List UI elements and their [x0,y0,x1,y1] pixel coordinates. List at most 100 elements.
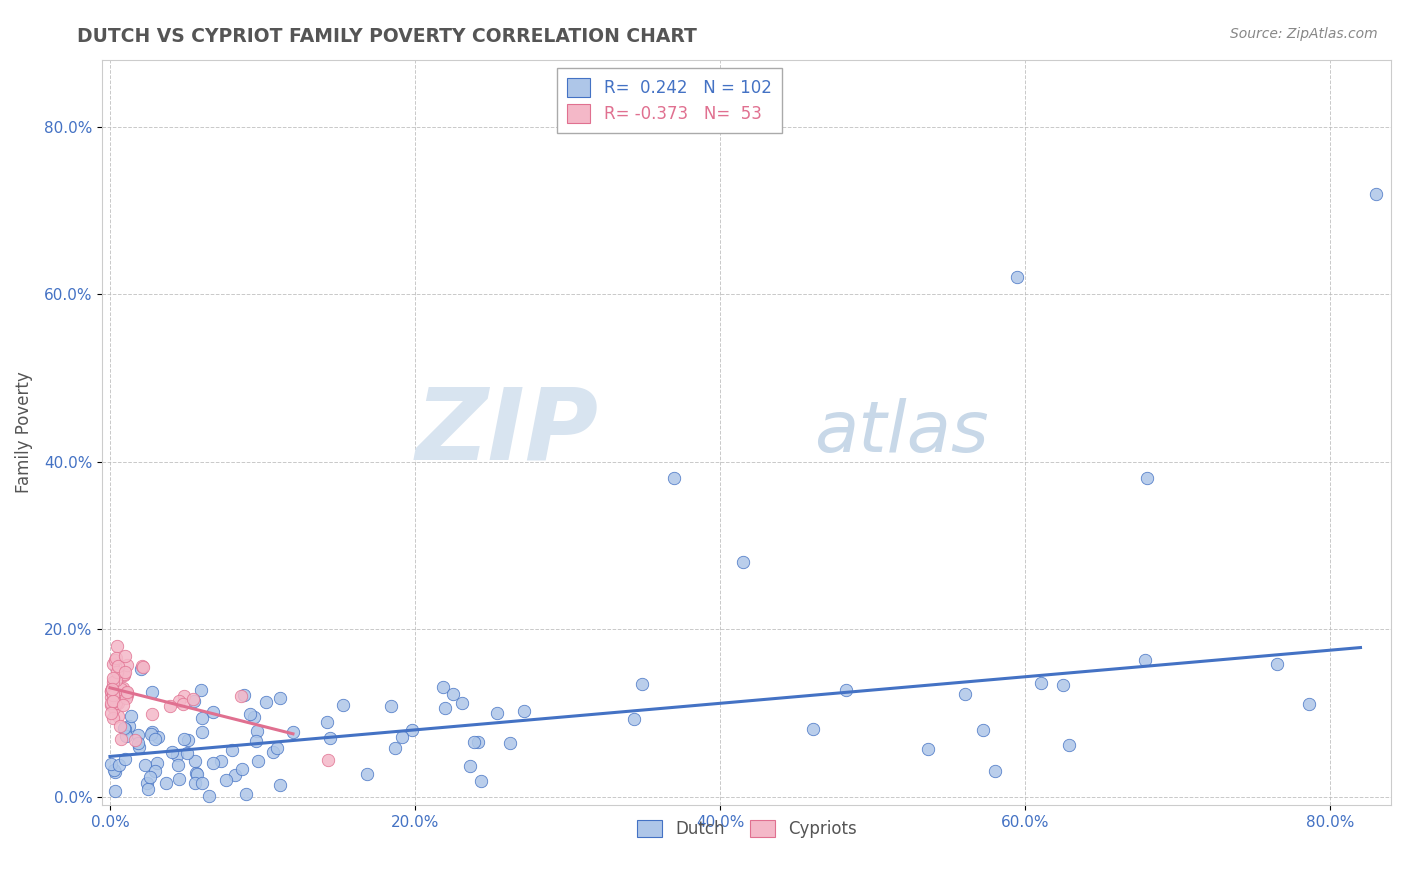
Point [731,555,754,569]
Point [172,697,194,711]
Point [356,767,378,781]
Point [1298,698,1320,712]
Point [316,753,339,767]
Point [103,784,125,798]
Point [107,697,129,711]
Point [201,756,224,770]
Point [145,732,167,747]
Point [631,676,654,690]
Point [281,725,304,739]
Point [1029,676,1052,690]
Point [917,741,939,756]
Point [202,705,225,719]
Point [104,764,127,779]
Point [101,711,124,725]
Text: ZIP: ZIP [415,384,599,481]
Point [128,740,150,755]
Point [105,650,128,665]
Point [458,759,481,773]
Point [224,768,246,782]
Point [111,698,134,712]
Point [1057,738,1080,752]
Point [801,722,824,736]
Point [101,687,124,701]
Point [513,704,536,718]
Point [266,741,288,756]
Point [114,723,136,737]
Point [127,736,149,750]
Point [114,752,136,766]
Point [238,706,260,721]
Point [233,689,256,703]
Text: Source: ZipAtlas.com: Source: ZipAtlas.com [1230,27,1378,41]
Point [177,733,200,747]
Point [384,740,406,755]
Point [432,680,454,694]
Point [100,690,122,704]
Point [107,709,129,723]
Point [101,671,124,685]
Point [100,757,122,772]
Point [1133,653,1156,667]
Point [112,681,135,695]
Point [129,662,152,676]
Point [235,787,257,801]
Point [167,757,190,772]
Point [124,733,146,747]
Point [243,710,266,724]
Point [120,708,142,723]
Point [100,683,122,698]
Point [319,731,342,746]
Point [191,711,214,725]
Point [183,755,205,769]
Point [498,736,520,750]
Point [141,707,163,722]
Point [246,754,269,768]
Point [105,696,128,710]
Point [209,754,232,768]
Point [485,706,508,720]
Point [463,734,485,748]
Point [115,690,138,705]
Point [103,688,125,702]
Point [245,724,267,739]
Point [101,674,124,689]
Point [380,699,402,714]
Point [254,695,277,709]
Point [138,770,160,784]
Point [231,762,253,776]
Point [100,684,122,698]
Point [115,685,138,699]
Point [112,667,135,681]
Point [470,773,492,788]
Point [176,746,198,760]
Point [166,747,188,762]
Point [103,686,125,700]
Point [184,775,207,789]
Point [135,776,157,790]
Point [1265,657,1288,672]
Point [181,692,204,706]
Point [433,701,456,715]
Point [221,742,243,756]
Point [173,690,195,704]
Point [134,757,156,772]
Point [105,639,128,653]
Point [159,698,181,713]
Point [100,684,122,698]
Point [100,696,122,710]
Point [115,657,138,672]
Point [146,756,169,770]
Point [190,682,212,697]
Point [441,687,464,701]
Point [191,775,214,789]
Point [160,746,183,760]
Point [101,657,124,672]
Point [115,688,138,702]
Point [100,706,122,720]
Point [623,712,645,726]
Point [115,729,138,743]
Point [100,698,122,713]
Point [103,763,125,777]
Point [173,732,195,747]
